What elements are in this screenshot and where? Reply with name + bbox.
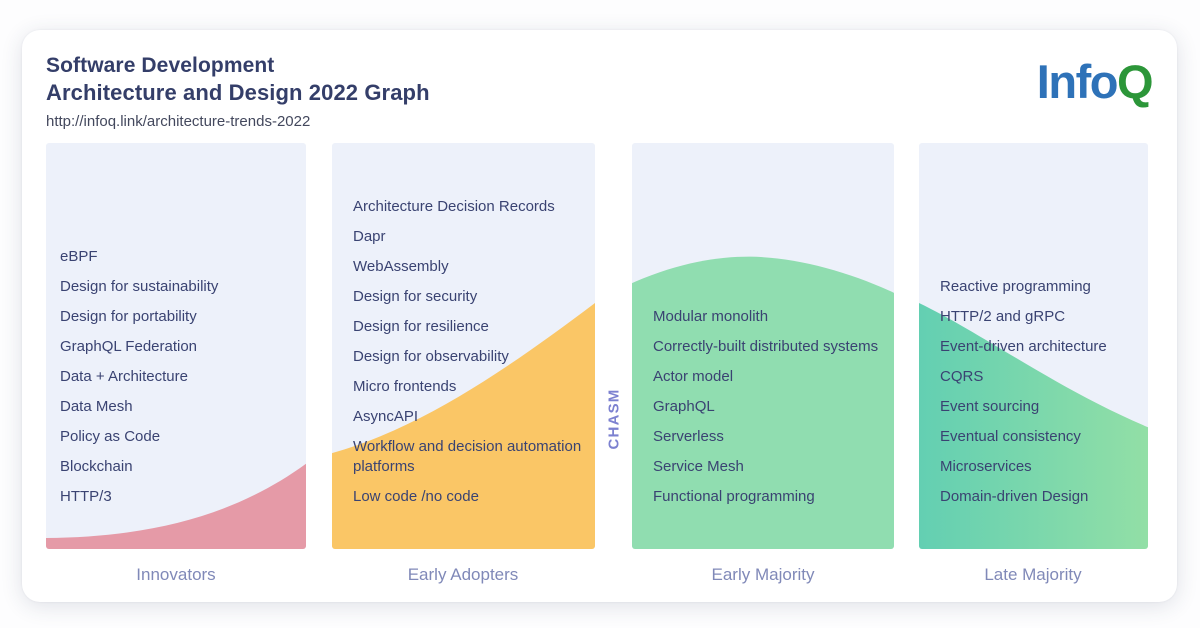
trend-item: Design for observability: [353, 348, 509, 365]
trend-item: Reactive programming: [940, 278, 1091, 295]
trend-item: Microservices: [940, 458, 1032, 475]
trend-item: Eventual consistency: [940, 428, 1081, 445]
early-majority-item-list: Modular monolith Correctly-built distribu…: [632, 297, 894, 507]
chasm-label: CHASM: [605, 388, 623, 450]
innovators-curve-segment: [46, 463, 306, 549]
early-majority-curve-segment: [632, 256, 894, 549]
trend-item: eBPF: [60, 248, 98, 265]
trend-item: Dapr: [353, 228, 386, 245]
trend-item: Design for resilience: [353, 318, 489, 335]
column-early-adopters: Architecture Decision Records Dapr WebAsse…: [332, 143, 595, 549]
trend-item: HTTP/2 and gRPC: [940, 308, 1066, 325]
late-majority-curve-segment: [919, 302, 1148, 549]
trend-item: Service Mesh: [653, 458, 744, 475]
page-title-line1: Software Development: [46, 54, 275, 77]
trend-item: Event-driven architecture: [940, 338, 1107, 355]
trend-item: Workflow and decision automation platfor…: [353, 438, 582, 475]
trend-item: Data + Architecture: [60, 368, 188, 385]
infographic-card: Software Development Architecture and De…: [22, 30, 1177, 602]
trend-item: Design for portability: [60, 308, 197, 325]
trend-item: Event sourcing: [940, 398, 1040, 415]
trend-item: Modular monolith: [653, 308, 769, 325]
stage-label-late-majority: Late Majority: [984, 565, 1082, 584]
trend-item: Micro frontends: [353, 378, 457, 395]
trend-item: Design for security: [353, 288, 478, 305]
column-innovators: eBPF Design for sustainability Design for …: [46, 143, 306, 549]
trend-item: GraphQL: [653, 398, 715, 415]
column-late-majority: Reactive programming HTTP/2 and gRPC Event…: [919, 143, 1148, 549]
trend-item: Actor model: [653, 368, 734, 385]
trend-item: Serverless: [653, 428, 724, 445]
header: Software Development Architecture and De…: [46, 53, 430, 130]
trend-item: Blockchain: [60, 458, 133, 475]
early-adopters-curve-segment: [332, 302, 595, 549]
infoq-logo-info: Info: [1036, 55, 1119, 108]
adoption-chart: eBPF Design for sustainability Design for …: [46, 143, 1148, 603]
trend-item: Policy as Code: [60, 428, 161, 445]
trend-item: Design for sustainability: [60, 278, 219, 295]
trend-item: Functional programming: [653, 488, 815, 505]
stage-label-innovators: Innovators: [136, 565, 216, 584]
infoq-logo: InfoQ: [1036, 55, 1154, 108]
trend-item: Low code /no code: [353, 488, 479, 505]
source-url: http://infoq.link/architecture-trends-20…: [46, 113, 311, 130]
page-title-line2: Architecture and Design 2022 Graph: [46, 80, 430, 105]
trend-item: Architecture Decision Records: [353, 198, 555, 215]
trend-item: AsyncAPI: [353, 408, 419, 425]
trend-item: Correctly-built distributed systems: [653, 338, 879, 355]
stage-label-early-adopters: Early Adopters: [407, 565, 519, 584]
stage-label-early-majority: Early Majority: [711, 565, 815, 584]
trend-item: WebAssembly: [353, 258, 449, 275]
infoq-logo-q: Q: [1116, 55, 1154, 108]
trend-item: GraphQL Federation: [60, 338, 198, 355]
trend-item: CQRS: [940, 368, 984, 385]
early-adopters-item-list: Architecture Decision Records Dapr WebAsse…: [332, 187, 595, 507]
trend-item: HTTP/3: [60, 488, 112, 505]
column-early-majority: Modular monolith Correctly-built distribu…: [632, 143, 894, 549]
trend-item: Data Mesh: [60, 398, 133, 415]
late-majority-item-list: Reactive programming HTTP/2 and gRPC Event…: [919, 267, 1148, 507]
trend-item: Domain-driven Design: [940, 488, 1089, 505]
innovators-item-list: eBPF Design for sustainability Design for …: [46, 237, 306, 507]
